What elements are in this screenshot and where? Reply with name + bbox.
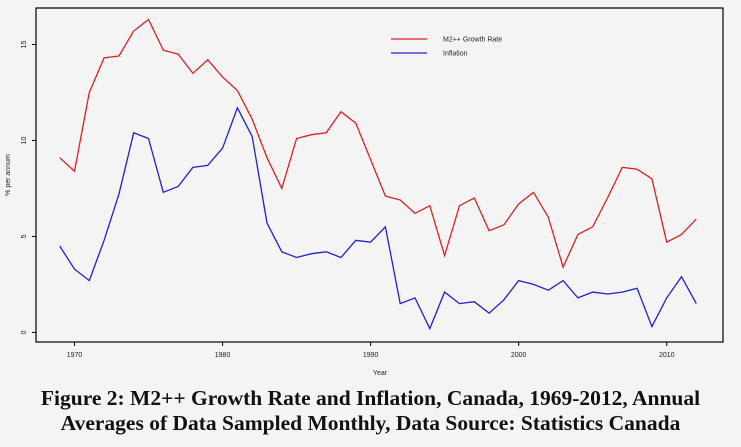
y-tick-label: 5	[21, 234, 28, 238]
y-axis-label: % per annum	[5, 154, 12, 196]
x-tick-label: 2010	[659, 352, 675, 359]
legend-label: M2++ Growth Rate	[443, 37, 502, 44]
x-tick-label: 1990	[363, 352, 379, 359]
legend-label: Inflation	[443, 51, 468, 58]
y-tick-label: 10	[21, 136, 28, 144]
series-line-m2-growth-rate	[59, 18, 697, 269]
y-tick-label: 15	[21, 40, 28, 48]
series-lines	[59, 18, 697, 331]
y-axis: 0 5 10 15	[21, 40, 36, 334]
figure-caption-line-1: Figure 2: M2++ Growth Rate and Inflation…	[40, 386, 701, 410]
x-tick-label: 2000	[511, 352, 527, 359]
x-axis-label: Year	[373, 370, 388, 377]
y-tick-label: 0	[21, 330, 28, 334]
x-tick-label: 1970	[67, 352, 83, 359]
plot-frame	[35, 7, 724, 343]
legend: M2++ Growth Rate Inflation	[391, 37, 502, 58]
series-line-inflation	[59, 106, 697, 331]
x-axis: 1970 1980 1990 2000 2010	[67, 342, 675, 359]
x-tick-label: 1980	[215, 352, 231, 359]
figure-caption-line-2: Averages of Data Sampled Monthly, Data S…	[60, 411, 681, 435]
